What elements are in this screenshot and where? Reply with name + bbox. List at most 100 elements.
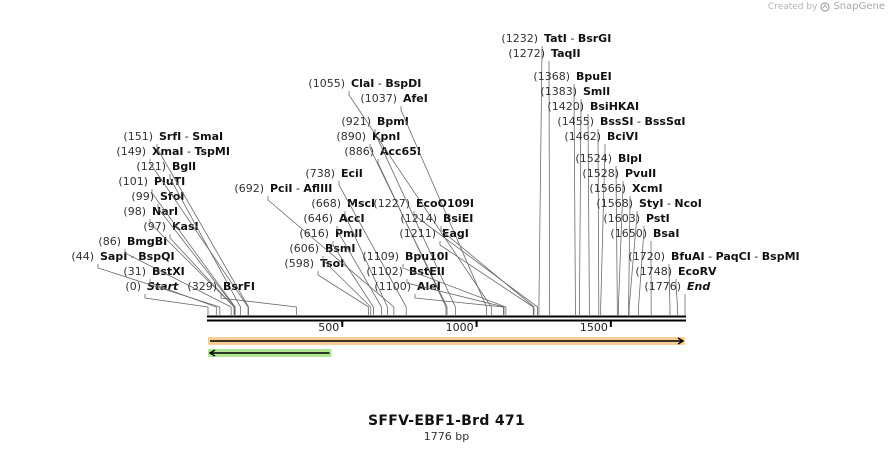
site-msci[interactable]: (668) MscI <box>311 197 388 315</box>
enzyme-name: BglI <box>172 160 196 173</box>
site-bsai[interactable]: (1650) BsaI <box>610 227 679 316</box>
site-afei[interactable]: (1037) AfeI <box>360 92 487 315</box>
site-connector <box>538 46 543 315</box>
enzyme-name: EcoRV <box>678 265 717 278</box>
site-bmgbi[interactable]: (86) BmgBI <box>98 235 232 315</box>
site-xcmi[interactable]: (1566) XcmI <box>589 182 663 315</box>
site-position: (1227) <box>373 197 410 210</box>
enzyme-name: XcmI <box>632 182 663 195</box>
enzyme-name: BsiEI <box>443 212 473 225</box>
site-bstxi[interactable]: (31) BstXI <box>123 265 217 315</box>
site-connector <box>374 129 456 315</box>
enzyme-name: BlpI <box>618 152 642 165</box>
site-connector <box>668 264 671 315</box>
site-position: (97) <box>143 220 166 233</box>
site-bpmi[interactable]: (921) BpmI <box>341 115 456 315</box>
enzyme-name: TatI - BsrGI <box>544 32 611 45</box>
site-bgli[interactable]: (121) BglI <box>136 160 241 315</box>
site-taqii[interactable]: (1272) TaqII <box>508 47 581 315</box>
enzyme-name: PstI <box>646 212 670 225</box>
enzyme-name: SrfI - SmaI <box>159 130 223 143</box>
site-xmai-tspmi[interactable]: (149) XmaI - TspMI <box>116 145 249 315</box>
site-ecii[interactable]: (738) EciI <box>305 167 407 315</box>
site-position: (1100) <box>374 280 411 293</box>
site-connector <box>124 249 232 315</box>
site-connector <box>587 114 590 315</box>
site-position: (98) <box>123 205 146 218</box>
enzyme-name: SfoI <box>160 190 184 203</box>
site-bfuai-paqci-bspmi[interactable]: (1720) BfuAI - PaqCI - BspMI <box>628 250 800 315</box>
site-position: (44) <box>71 250 94 263</box>
site-blpi[interactable]: (1524) BlpI <box>575 152 642 315</box>
enzyme-name: BstEII <box>409 265 445 278</box>
ruler-tick-label: 1000 <box>446 321 474 334</box>
site-position: (1524) <box>575 152 612 165</box>
enzyme-name: Bpu10I <box>405 250 449 263</box>
site-tsoi[interactable]: (598) TsoI <box>284 257 370 315</box>
enzyme-name: PciI - AflIII <box>270 182 332 195</box>
site-connector <box>597 129 600 315</box>
site-connector <box>402 264 507 315</box>
site-position: (1455) <box>557 115 594 128</box>
enzyme-name: AfeI <box>403 92 428 105</box>
site-position: (1368) <box>533 70 570 83</box>
site-pmli[interactable]: (616) PmlI <box>299 227 374 315</box>
site-position: (668) <box>311 197 341 210</box>
map-title: SFFV-EBF1-Brd 471 <box>368 413 525 429</box>
site-position: (1420) <box>547 100 584 113</box>
site-position: (1748) <box>635 265 672 278</box>
site-clai-bspdi[interactable]: (1055) ClaI - BspDI <box>308 77 492 315</box>
site-srfi-smai[interactable]: (151) SrfI - SmaI <box>123 130 249 315</box>
site-acc65i[interactable]: (886) Acc65I <box>344 145 447 315</box>
site-position: (921) <box>341 115 371 128</box>
site-position: (121) <box>136 160 166 173</box>
site-connector <box>149 159 249 315</box>
site-pcii-afliii[interactable]: (692) PciI - AflIII <box>234 182 395 315</box>
site-smli[interactable]: (1383) SmlI <box>540 85 610 315</box>
enzyme-name: BsrFI <box>223 280 255 293</box>
site-connector <box>220 294 297 315</box>
site-connector <box>600 144 606 315</box>
site-pvuii[interactable]: (1528) PvuII <box>582 167 656 315</box>
site-tati-bsrgi[interactable]: (1232) TatI - BsrGI <box>501 32 611 315</box>
site-bsssi-bsssαi[interactable]: (1455) BssSI - BssSαI <box>557 115 686 315</box>
site-position: (0) <box>125 280 141 293</box>
enzyme-name: MscI <box>347 197 375 210</box>
site-ecoo109i[interactable]: (1227) EcoO109I <box>373 197 538 315</box>
enzyme-name: XmaI - TspMI <box>152 145 230 158</box>
enzyme-name: BciVI <box>607 130 638 143</box>
site-position: (1102) <box>366 265 403 278</box>
site-position: (1568) <box>596 197 633 210</box>
enzyme-name: AccI <box>339 212 365 225</box>
site-connector <box>628 211 638 315</box>
site-sapi-bspqi[interactable]: (44) SapI - BspQI <box>71 250 221 315</box>
site-ecorv[interactable]: (1748) EcoRV <box>635 265 717 315</box>
site-position: (1462) <box>564 130 601 143</box>
site-start[interactable]: (0) Start <box>125 280 209 315</box>
site-end[interactable]: (1776) End <box>644 280 710 315</box>
site-connector <box>414 294 504 315</box>
site-bcivi[interactable]: (1462) BciVI <box>564 130 638 315</box>
site-connector <box>579 99 582 315</box>
green-feature[interactable] <box>208 349 332 357</box>
site-position: (1211) <box>399 227 436 240</box>
snapgene-logo-icon <box>820 1 831 12</box>
enzyme-name: PmlI <box>335 227 362 240</box>
site-bsteii[interactable]: (1102) BstEII <box>366 265 505 315</box>
enzyme-name: EcoO109I <box>416 197 474 210</box>
enzyme-name: PvuII <box>625 167 656 180</box>
site-psti[interactable]: (1603) PstI <box>603 212 670 315</box>
site-bsmi[interactable]: (606) BsmI <box>289 242 372 315</box>
site-styi-ncoi[interactable]: (1568) StyI - NcoI <box>596 197 702 315</box>
site-connector <box>267 196 395 315</box>
enzyme-name: BpuEI <box>576 70 612 83</box>
orange-feature[interactable] <box>208 337 685 345</box>
site-pluti[interactable]: (101) PluTI <box>118 175 236 315</box>
ruler-tick: 1500 <box>580 321 612 334</box>
enzyme-name: ClaI - BspDI <box>351 77 421 90</box>
site-bsihkai[interactable]: (1420) BsiHKAI <box>547 100 639 315</box>
site-bpu10i[interactable]: (1109) Bpu10I <box>362 250 507 315</box>
site-position: (1776) <box>644 280 681 293</box>
site-bsrfi[interactable]: (329) BsrFI <box>187 280 297 315</box>
site-bpuei[interactable]: (1368) BpuEI <box>533 70 612 315</box>
